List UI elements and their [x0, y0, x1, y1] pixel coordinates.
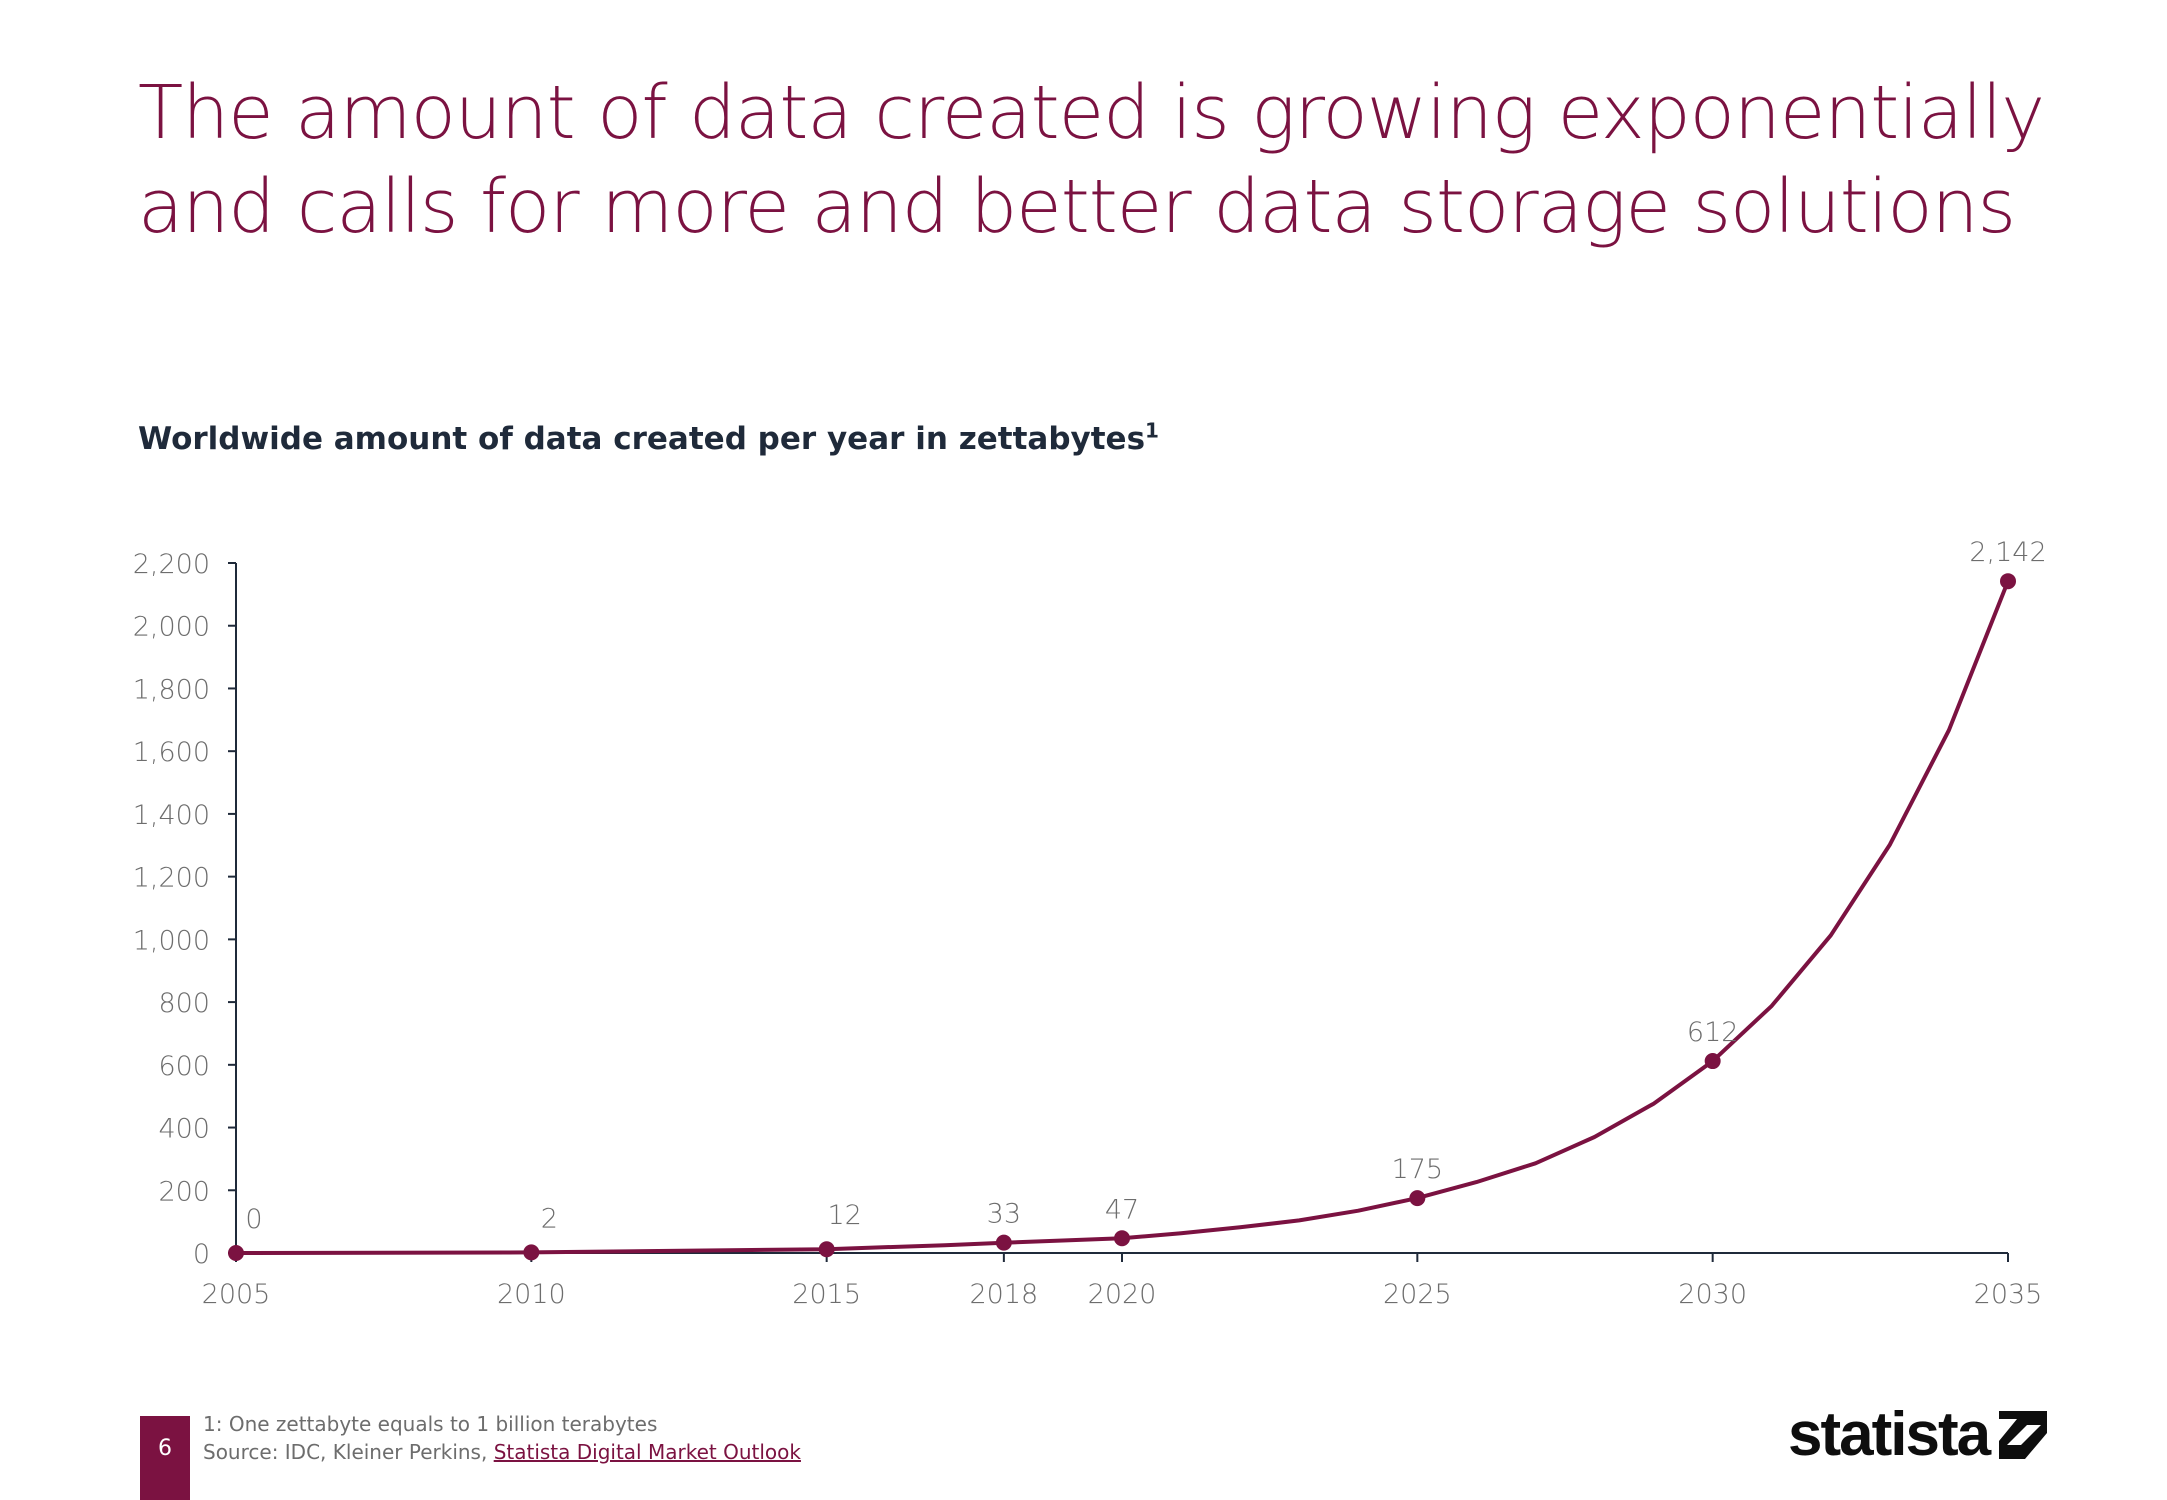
logo-mark-icon: [1999, 1411, 2048, 1459]
data-label: 33: [987, 1199, 1021, 1230]
chart-series: [234, 579, 2010, 1255]
data-point: [995, 1234, 1012, 1251]
x-tick-label: 2018: [970, 1279, 1039, 1310]
y-tick-label: 0: [193, 1239, 210, 1270]
series-line: [234, 579, 2010, 1255]
page-number: 6: [140, 1416, 190, 1500]
data-point: [818, 1241, 835, 1258]
x-tick-label: 2005: [202, 1279, 271, 1310]
y-tick-label: 200: [158, 1176, 210, 1207]
y-tick-label: 2,200: [133, 549, 210, 580]
x-tick-label: 2035: [1974, 1279, 2043, 1310]
data-label: 2,142: [1969, 537, 2046, 568]
data-label: 175: [1392, 1154, 1444, 1185]
data-point: [523, 1244, 540, 1261]
y-tick-label: 400: [158, 1114, 210, 1145]
chart-axes: [235, 563, 2008, 1254]
page-title-line-2: and calls for more and better data stora…: [138, 164, 2016, 250]
data-point: [1114, 1230, 1130, 1247]
logo-wordmark: statista: [1788, 1400, 1991, 1469]
source-prefix: Source: IDC, Kleiner Perkins,: [203, 1440, 494, 1464]
data-label: 0: [245, 1204, 262, 1235]
page-title: The amount of data created is growing ex…: [138, 66, 2045, 254]
footnote-source: Source: IDC, Kleiner Perkins, Statista D…: [203, 1438, 801, 1466]
x-tick-label: 2030: [1678, 1279, 1747, 1310]
page-title-line-1: The amount of data created is growing ex…: [138, 70, 2045, 156]
data-point: [1704, 1053, 1721, 1070]
data-point: [2000, 573, 2016, 590]
statista-logo: statista: [1788, 1400, 2048, 1470]
footnote-note: 1: One zettabyte equals to 1 billion ter…: [203, 1412, 658, 1436]
y-tick-label: 800: [158, 988, 210, 1019]
y-tick-label: 1,400: [133, 800, 210, 831]
data-label: 612: [1687, 1017, 1739, 1048]
data-label: 47: [1105, 1194, 1139, 1225]
y-tick-label: 1,000: [133, 925, 210, 956]
x-tick-label: 2010: [497, 1279, 566, 1310]
data-label: 12: [827, 1200, 861, 1231]
x-tick-label: 2025: [1383, 1279, 1452, 1310]
data-point: [1409, 1190, 1426, 1207]
y-tick-label: 1,200: [133, 863, 210, 894]
data-label: 2: [541, 1203, 558, 1234]
chart-title: Worldwide amount of data created per yea…: [138, 421, 1159, 457]
data-point: [228, 1245, 244, 1261]
chart-ticks: 0 200 400 600 800 1,000 1,200 1,400 1,600 1,800 2,…: [133, 549, 2043, 1310]
chart-title-footnote-marker: 1: [1145, 418, 1159, 443]
y-tick-label: 1,600: [133, 737, 210, 768]
x-tick-label: 2015: [792, 1279, 861, 1310]
chart-title-text: Worldwide amount of data created per yea…: [138, 421, 1146, 457]
y-tick-label: 2,000: [133, 612, 210, 643]
y-tick-label: 1,800: [133, 674, 210, 705]
footnote: 1: One zettabyte equals to 1 billion ter…: [203, 1410, 801, 1466]
source-link[interactable]: Statista Digital Market Outlook: [493, 1440, 801, 1464]
x-tick-label: 2020: [1088, 1279, 1157, 1310]
y-tick-label: 600: [158, 1051, 210, 1082]
chart-markers: 0 2 12 33 47 175 612 2,142: [228, 537, 2047, 1261]
